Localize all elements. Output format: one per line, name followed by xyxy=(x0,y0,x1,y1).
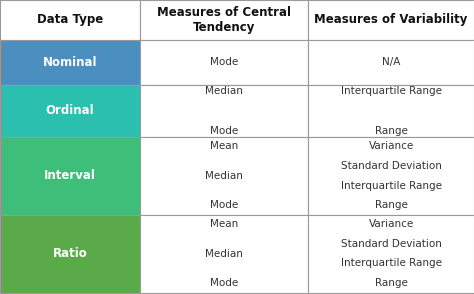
Bar xyxy=(308,215,474,293)
Text: N/A: N/A xyxy=(382,57,400,68)
Text: Interquartile Range: Interquartile Range xyxy=(340,181,442,191)
Text: Mode: Mode xyxy=(210,57,238,68)
Text: Interquartile Range: Interquartile Range xyxy=(340,258,442,268)
Text: Measures of Central
Tendency: Measures of Central Tendency xyxy=(157,6,291,34)
Text: Standard Deviation: Standard Deviation xyxy=(341,161,441,171)
Text: Measures of Variability: Measures of Variability xyxy=(314,13,468,26)
Text: Mode: Mode xyxy=(210,200,238,210)
Bar xyxy=(0,215,140,293)
Text: Interval: Interval xyxy=(44,169,96,182)
Bar xyxy=(140,0,308,40)
Bar xyxy=(0,0,140,40)
Text: Mean: Mean xyxy=(210,219,238,229)
Text: Mode: Mode xyxy=(210,278,238,288)
Text: Mean: Mean xyxy=(210,141,238,151)
Bar xyxy=(140,40,308,85)
Text: Nominal: Nominal xyxy=(43,56,97,69)
Bar xyxy=(140,215,308,293)
Bar xyxy=(308,40,474,85)
Text: Range: Range xyxy=(374,126,408,136)
Text: Mode: Mode xyxy=(210,126,238,136)
Bar xyxy=(140,85,308,137)
Text: Range: Range xyxy=(374,200,408,210)
Text: Range: Range xyxy=(374,278,408,288)
Bar xyxy=(0,85,140,137)
Bar xyxy=(308,85,474,137)
Bar xyxy=(0,137,140,215)
Text: Data Type: Data Type xyxy=(37,13,103,26)
Text: Median: Median xyxy=(205,171,243,181)
Text: Ordinal: Ordinal xyxy=(46,104,94,118)
Bar xyxy=(140,137,308,215)
Text: Ratio: Ratio xyxy=(53,247,87,260)
Text: Median: Median xyxy=(205,86,243,96)
Text: Variance: Variance xyxy=(368,141,414,151)
Text: Median: Median xyxy=(205,248,243,259)
Bar xyxy=(308,0,474,40)
Bar xyxy=(308,137,474,215)
Text: Standard Deviation: Standard Deviation xyxy=(341,239,441,249)
Text: Interquartile Range: Interquartile Range xyxy=(340,86,442,96)
Text: Variance: Variance xyxy=(368,219,414,229)
Bar xyxy=(0,40,140,85)
